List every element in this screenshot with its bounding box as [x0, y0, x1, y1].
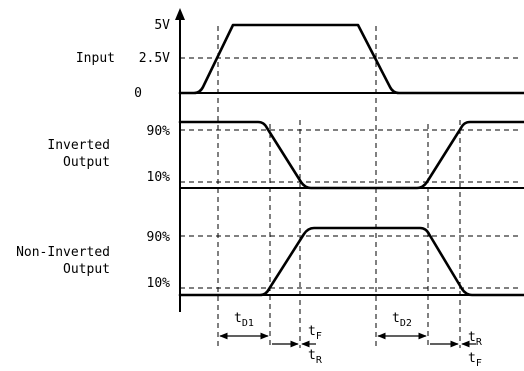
inverted-label-line1: Inverted [47, 138, 110, 153]
tr-right-label: tR [468, 330, 483, 348]
td1-label: tD1 [234, 311, 254, 329]
input-zero-label: 0 [134, 86, 142, 101]
input-2p5v-label: 2.5V [139, 51, 170, 66]
inverted-output-waveform [178, 120, 524, 190]
tf-right-label: tF [468, 351, 482, 369]
noninverted-output-waveform [178, 226, 524, 297]
noninverted-label-line1: Non-Inverted [16, 245, 110, 260]
input-5v-label: 5V [154, 18, 170, 33]
tr-left-label: tR [308, 348, 323, 366]
td2-label: tD2 [392, 311, 412, 329]
inverted-10-label: 10% [147, 170, 171, 185]
tf-left-label: tF [308, 324, 322, 342]
inverted-90-label: 90% [147, 124, 171, 139]
noninverted-90-label: 90% [147, 230, 171, 245]
axis-arrowhead [175, 8, 185, 20]
noninverted-label-line2: Output [63, 262, 110, 277]
inverted-label-line2: Output [63, 155, 110, 170]
input-waveform [178, 23, 524, 95]
input-label: Input [76, 51, 115, 66]
noninverted-10-label: 10% [147, 276, 171, 291]
